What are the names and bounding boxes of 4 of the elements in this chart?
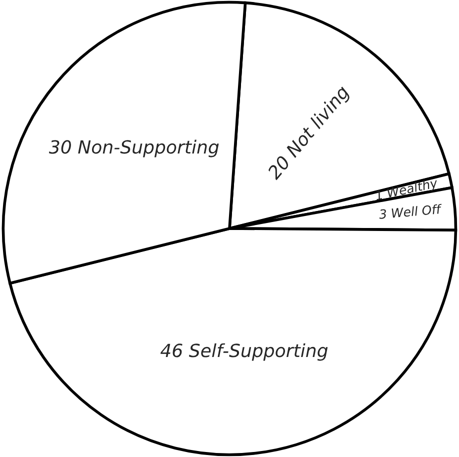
slice-label: 46 Self-Supporting [160, 343, 328, 361]
slice-label: 1 Wealthy [374, 178, 439, 203]
slice-label: 30 Non-Supporting [48, 140, 219, 158]
slice-label: 3 Well Off [378, 204, 442, 220]
